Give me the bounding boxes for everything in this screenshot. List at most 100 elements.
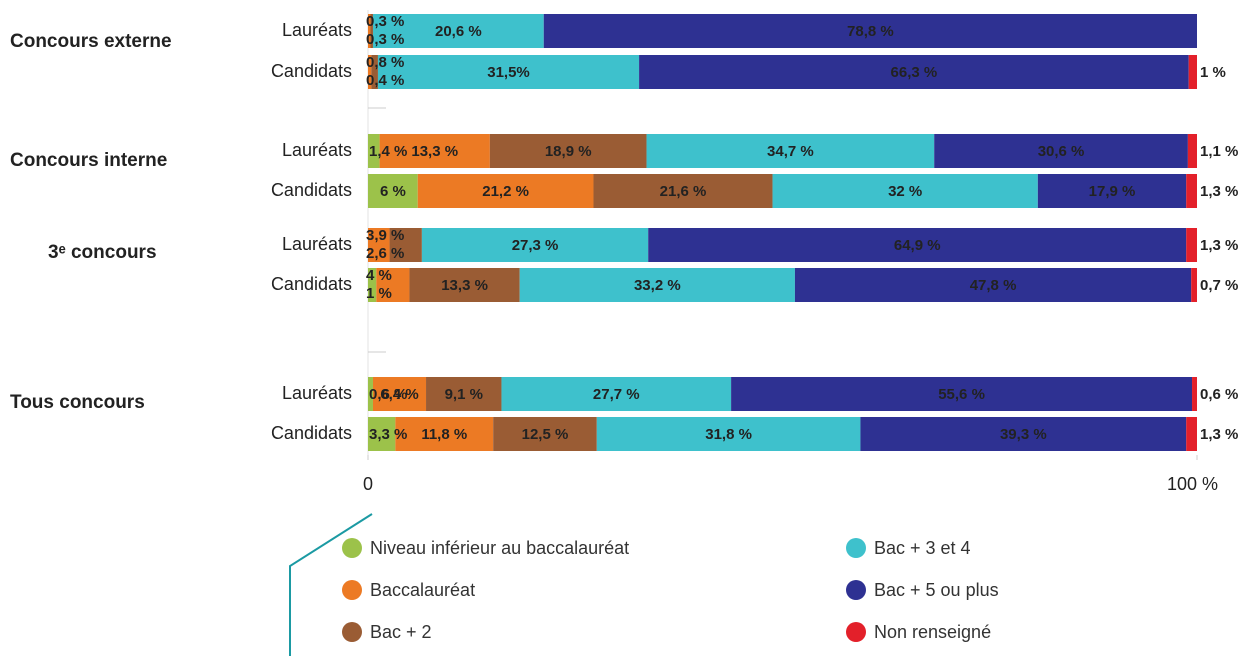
- value-label: 3,9 %: [366, 227, 404, 244]
- legend-label: Bac + 5 ou plus: [874, 580, 999, 600]
- value-label: 17,9 %: [1089, 183, 1136, 200]
- bar-segment: [489, 134, 647, 168]
- bar-segment: [371, 55, 378, 89]
- value-label: 1,3 %: [1200, 237, 1238, 254]
- bar-segment: [596, 417, 861, 451]
- bar-segment: [519, 268, 795, 302]
- bar-segment: [377, 55, 640, 89]
- bar-segment: [389, 228, 422, 262]
- bar-segment: [593, 174, 773, 208]
- decoration: [289, 513, 373, 656]
- row-label: Candidats: [271, 274, 352, 294]
- row-label: Candidats: [271, 61, 352, 81]
- bar-segment: [379, 134, 490, 168]
- value-label: 3,3 %: [369, 426, 407, 443]
- legend-label: Non renseigné: [874, 622, 991, 642]
- bar-segment: [731, 377, 1193, 411]
- value-label: 78,8 %: [847, 23, 894, 40]
- bar-segment: [648, 228, 1187, 262]
- bar-segment: [368, 268, 377, 302]
- value-label: 0,6 %: [1200, 386, 1238, 403]
- bar-segment: [409, 268, 520, 302]
- bar-segment: [368, 377, 373, 411]
- value-label: 4 %: [366, 267, 392, 284]
- bar-segment: [376, 268, 410, 302]
- bar-segment: [417, 174, 594, 208]
- value-label: 12,5 %: [522, 426, 569, 443]
- bar-segment: [1188, 55, 1197, 89]
- value-label: 31,8 %: [705, 426, 752, 443]
- row-label: Candidats: [271, 423, 352, 443]
- value-label: 0,3 %: [366, 31, 404, 48]
- legend-label: Baccalauréat: [370, 580, 475, 600]
- bar-segment: [1192, 377, 1197, 411]
- value-label: 20,6 %: [435, 23, 482, 40]
- bar-segment: [1191, 268, 1197, 302]
- value-label: 21,2 %: [482, 183, 529, 200]
- value-label: 31,5%: [487, 64, 530, 81]
- value-label: 0,3 %: [366, 13, 404, 30]
- bar-segment: [543, 14, 1197, 48]
- bar-segment: [368, 417, 396, 451]
- legend-label: Bac + 3 et 4: [874, 538, 971, 558]
- bar-segment: [1186, 417, 1197, 451]
- value-label: 6 %: [380, 183, 406, 200]
- value-label: 32 %: [888, 183, 922, 200]
- value-label: 33,2 %: [634, 277, 681, 294]
- group-label: 3ᵉ concours: [48, 242, 157, 263]
- value-label: 18,9 %: [545, 143, 592, 160]
- value-label: 1,3 %: [1200, 426, 1238, 443]
- row-label: Lauréats: [282, 234, 352, 254]
- group-label: Concours externe: [10, 31, 172, 52]
- value-label: 66,3 %: [891, 64, 938, 81]
- legend-swatch: [846, 538, 866, 558]
- value-label: 1,3 %: [1200, 183, 1238, 200]
- bar-segment: [368, 14, 371, 48]
- bar-segment: [493, 417, 597, 451]
- bar-segment: [368, 134, 380, 168]
- value-label: 0,6 %: [369, 386, 407, 403]
- bar-segment: [1186, 174, 1197, 208]
- x-tick-label: 0: [363, 474, 373, 494]
- bar-segment: [372, 377, 427, 411]
- value-label: 0,4 %: [366, 72, 404, 89]
- value-label: 1 %: [1200, 64, 1226, 81]
- bar-segment: [860, 417, 1187, 451]
- value-label: 1,1 %: [1200, 143, 1238, 160]
- bar-segment: [772, 174, 1038, 208]
- row-label: Candidats: [271, 180, 352, 200]
- bar-segment: [501, 377, 732, 411]
- bar-segment: [372, 14, 544, 48]
- value-label: 13,3 %: [441, 277, 488, 294]
- value-label: 11,8 %: [421, 426, 467, 443]
- bar-segment: [1186, 228, 1197, 262]
- value-label: 1 %: [366, 285, 392, 302]
- row-label: Lauréats: [282, 140, 352, 160]
- legend-label: Niveau inférieur au baccalauréat: [370, 538, 629, 558]
- bar-segment: [368, 55, 372, 89]
- legend-swatch: [846, 622, 866, 642]
- value-label: 0,8 %: [366, 54, 404, 71]
- row-label: Lauréats: [282, 20, 352, 40]
- value-label: 21,6 %: [660, 183, 707, 200]
- value-label: 9,1 %: [445, 386, 483, 403]
- bar-segment: [794, 268, 1192, 302]
- value-label: 6,4 %: [380, 386, 418, 403]
- value-label: 34,7 %: [767, 143, 814, 160]
- bar-segment: [370, 14, 373, 48]
- value-label: 30,6 %: [1038, 143, 1085, 160]
- bar-segment: [426, 377, 502, 411]
- value-label: 27,3 %: [512, 237, 559, 254]
- bar-segment: [368, 228, 390, 262]
- bar-segment: [639, 55, 1189, 89]
- legend-swatch: [342, 538, 362, 558]
- legend-swatch: [846, 580, 866, 600]
- legend-swatch: [342, 580, 362, 600]
- group-label: Tous concours: [10, 392, 145, 413]
- bar-segment: [421, 228, 649, 262]
- value-label: 55,6 %: [938, 386, 985, 403]
- bar-segment: [368, 174, 418, 208]
- x-tick-label: 100 %: [1167, 474, 1218, 494]
- value-label: 13,3 %: [411, 143, 458, 160]
